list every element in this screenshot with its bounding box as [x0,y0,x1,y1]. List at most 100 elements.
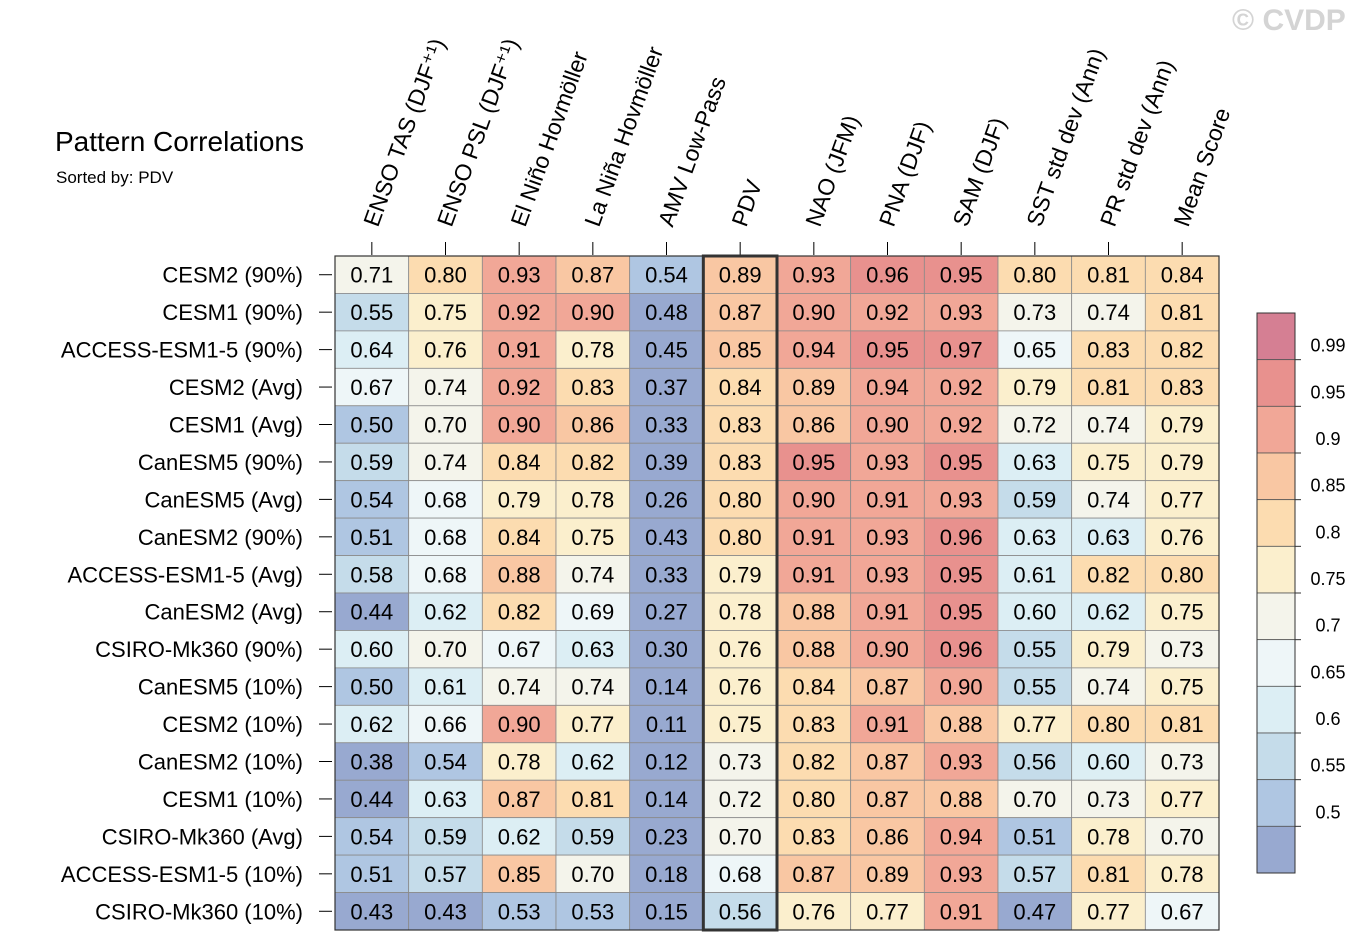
cell-value: 0.59 [571,824,614,849]
cell-value: 0.87 [866,787,909,812]
column-label: PDV [726,176,767,230]
cell-value: 0.68 [424,562,467,587]
row-label: ACCESS-ESM1-5 (Avg) [67,562,303,587]
row-label: CSIRO-Mk360 (Avg) [102,824,303,849]
colorbar-swatch [1256,685,1296,734]
heatmap-cell [629,854,704,893]
heatmap-cell [702,255,778,294]
heatmap-cell [1071,480,1146,519]
heatmap-cell [334,442,410,482]
heatmap-cell [923,442,999,482]
cell-value: 0.87 [571,263,614,288]
cell-value: 0.55 [1013,637,1056,662]
cell-value: 0.90 [571,300,614,325]
column-label: El Niño Hovmöller [505,48,592,230]
heatmap-cell [1071,330,1146,369]
colorbar-swatch [1256,545,1296,594]
cell-value: 0.79 [498,487,541,512]
heatmap-cell [1144,442,1220,482]
cell-value: 0.73 [719,750,762,775]
cell-value: 0.84 [498,450,541,475]
heatmap-cell [850,667,925,706]
heatmap-cell [997,592,1073,631]
heatmap-cell [555,442,631,482]
heatmap-cell [1144,667,1220,706]
cell-value: 0.88 [792,637,835,662]
heatmap-cell [1071,517,1146,556]
cell-value: 0.93 [792,263,835,288]
sorted-column-outline [701,254,779,932]
cell-value: 0.82 [498,600,541,625]
heatmap-cell [997,630,1073,669]
cell-value: 0.62 [1087,600,1130,625]
cell-value: 0.70 [424,637,467,662]
cell-value: 0.76 [424,338,467,363]
cell-value: 0.93 [940,862,983,887]
heatmap-cell [629,330,704,369]
cell-value: 0.60 [1013,600,1056,625]
cell-value: 0.95 [940,450,983,475]
heatmap-cell [334,555,410,594]
colorbar-label: 0.8 [1315,522,1340,542]
cell-value: 0.80 [1087,712,1130,737]
cell-value: 0.51 [350,525,393,550]
cell-value: 0.55 [350,300,393,325]
heatmap-cell [997,817,1073,856]
cell-value: 0.72 [719,787,762,812]
cell-value: 0.91 [940,899,983,924]
cell-value: 0.90 [498,712,541,737]
cell-value: 0.88 [498,562,541,587]
cell-value: 0.67 [350,375,393,400]
cell-value: 0.87 [719,300,762,325]
heatmap-cell [776,630,852,669]
cell-value: 0.93 [866,450,909,475]
cell-value: 0.84 [1161,263,1204,288]
cell-value: 0.92 [866,300,909,325]
cell-value: 0.73 [1013,300,1056,325]
heatmap-cell [629,779,704,819]
heatmap-cell [408,442,483,482]
heatmap-cell [1144,742,1220,781]
cell-value: 0.94 [866,375,909,400]
cell-value: 0.61 [424,675,467,700]
cell-value: 0.82 [571,450,614,475]
cell-value: 0.78 [1161,862,1204,887]
cell-value: 0.68 [424,525,467,550]
heatmap-cell [481,367,557,407]
cell-value: 0.92 [498,300,541,325]
cell-value: 0.75 [719,712,762,737]
heatmap-cell [481,630,557,669]
row-label: CESM1 (10%) [162,787,303,812]
heatmap-cell [923,892,999,931]
cell-value: 0.23 [645,824,688,849]
heatmap-cell [923,330,999,369]
heatmap-cell [1071,367,1146,407]
colorbar-swatch [1256,452,1296,501]
cell-value: 0.90 [866,413,909,438]
colorbar-swatch [1256,499,1296,547]
heatmap-cell [702,517,778,556]
cell-value: 0.11 [646,712,687,737]
cell-value: 0.95 [940,263,983,288]
heatmap-cell [555,517,631,556]
cell-value: 0.90 [792,300,835,325]
cell-value: 0.59 [424,824,467,849]
cell-value: 0.54 [645,263,688,288]
cell-value: 0.82 [1087,562,1130,587]
cell-value: 0.81 [1087,263,1130,288]
heatmap-cell [629,704,704,744]
column-label: PR std dev (Ann) [1095,56,1179,229]
cell-value: 0.97 [940,338,983,363]
cell-value: 0.70 [719,824,762,849]
heatmap-cell [629,667,704,706]
heatmap-cell [1144,779,1220,819]
cell-value: 0.83 [719,413,762,438]
heatmap-cell [629,892,704,931]
cell-value: 0.90 [498,413,541,438]
heatmap-cell [702,442,778,482]
heatmap-cell [850,367,925,407]
column-label: La Niña Hovmöller [579,43,668,230]
cell-value: 0.66 [424,712,467,737]
heatmap-cell [408,779,483,819]
